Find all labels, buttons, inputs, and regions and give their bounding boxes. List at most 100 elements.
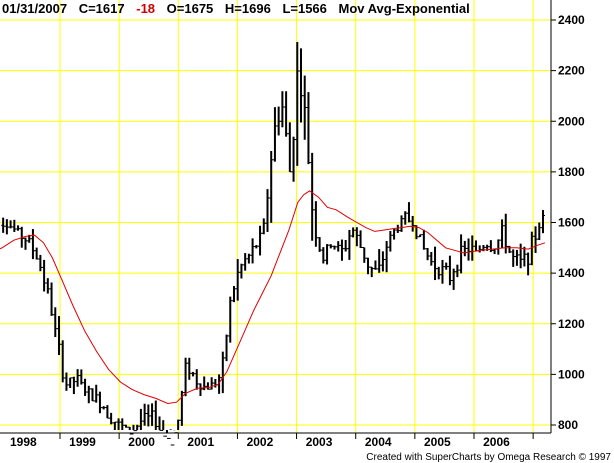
ohlc-bar: [116, 418, 121, 430]
ohlc-bar: [526, 252, 531, 276]
ohlc-bar: [403, 211, 408, 225]
y-tick-label: 1400: [558, 266, 585, 280]
ohlc-bar: [462, 240, 467, 257]
ohlc-bar: [284, 91, 289, 137]
ohlc-bar: [183, 357, 188, 397]
ohlc-bar: [269, 150, 274, 223]
ohlc-bar: [231, 285, 236, 303]
ohlc-bar: [276, 106, 281, 136]
y-tick-label: 1000: [558, 367, 585, 381]
ohlc-bar: [34, 247, 39, 260]
ohlc-bar: [399, 215, 404, 232]
ohlc-bar: [451, 268, 456, 290]
ohlc-bar: [90, 388, 95, 402]
ohlc-bar: [71, 376, 76, 395]
header-low: L=1566: [282, 1, 326, 16]
ohlc-bar: [310, 152, 315, 241]
ohlc-bar: [429, 251, 434, 266]
ohlc-bar: [541, 210, 545, 234]
ohlc-bar: [421, 229, 426, 250]
ohlc-bar: [336, 241, 341, 252]
ohlc-bar: [239, 263, 244, 279]
ohlc-bar: [354, 227, 359, 247]
header-line: 01/31/2007 C=1617 -18 O=1675 H=1696 L=15…: [2, 1, 470, 16]
ohlc-bar: [64, 372, 69, 391]
ohlc-bar: [362, 247, 367, 263]
ohlc-bar: [533, 226, 538, 253]
ohlc-bar: [518, 243, 523, 269]
ohlc-bar: [388, 231, 393, 252]
header-date: 01/31/2007: [2, 1, 67, 16]
ohlc-bar: [529, 231, 534, 266]
ohlc-bar: [488, 240, 493, 253]
ohlc-bar: [317, 237, 322, 252]
ohlc-bar: [366, 257, 371, 275]
ohlc-bar: [380, 251, 385, 272]
ohlc-bar: [94, 384, 99, 403]
y-tick-label: 2400: [558, 13, 585, 27]
x-tick-label: 2001: [187, 435, 214, 449]
ohlc-bar: [198, 383, 203, 396]
ohlc-bar: [298, 48, 303, 123]
x-tick-label: 1998: [10, 435, 37, 449]
ohlc-bar: [500, 219, 505, 249]
ohlc-bar: [235, 259, 240, 301]
ohlc-bar: [131, 424, 136, 435]
ohlc-bar: [436, 266, 441, 280]
ohlc-bar: [410, 215, 415, 232]
ohlc-bar: [8, 220, 13, 229]
ohlc-bar: [321, 247, 326, 264]
ohlc-bar: [392, 229, 397, 240]
ohlc-bar: [261, 218, 266, 235]
ohlc-bar: [135, 424, 140, 432]
y-tick-label: 2200: [558, 64, 585, 78]
ohlc-bar: [120, 418, 125, 430]
x-axis: 1998 1999 2000 2001 2002 2003 2004 2005 2006: [10, 433, 534, 449]
ohlc-bar: [503, 213, 508, 254]
ohlc-bar: [272, 107, 277, 162]
ohlc-bar: [287, 122, 292, 173]
ohlc-bar: [101, 406, 106, 410]
ohlc-bar: [23, 237, 28, 250]
ohlc-bar: [444, 262, 449, 270]
ohlc-bar: [68, 377, 73, 389]
ohlc-bar: [56, 316, 61, 356]
ohlc-bar: [351, 227, 356, 238]
chart-grid: [0, 0, 551, 433]
ohlc-bar: [250, 238, 255, 264]
ohlc-bar: [537, 222, 542, 240]
ohlc-bar: [291, 136, 296, 182]
ohlc-bar: [339, 239, 344, 261]
ohlc-bar: [466, 238, 471, 261]
ohlc-bar: [79, 369, 84, 385]
ohlc-bar: [124, 424, 129, 428]
ohlc-bar: [522, 246, 527, 267]
x-tick-label: 2002: [247, 435, 274, 449]
ohlc-bar: [161, 420, 166, 437]
x-tick-label: 2006: [483, 435, 510, 449]
ohlc-bar: [150, 403, 155, 426]
ohlc-bar: [328, 244, 333, 249]
ohlc-bar: [325, 244, 330, 265]
ohlc-bar: [30, 229, 35, 260]
ohlc-bar: [38, 254, 43, 272]
ohlc-bar: [16, 225, 21, 231]
ohlc-bar: [395, 224, 400, 233]
y-axis: 800 1000 1200 1400 1600 1800 2000 2200 2400: [551, 13, 585, 432]
ohlc-bar: [459, 234, 464, 274]
ohlc-bar: [418, 234, 423, 238]
ohlc-bar: [358, 230, 363, 249]
y-tick-label: 1800: [558, 165, 585, 179]
ohlc-bar: [511, 249, 516, 267]
y-tick-label: 800: [558, 418, 578, 432]
ohlc-bar: [83, 378, 88, 396]
header-high: H=1696: [225, 1, 271, 16]
ohlc-bar: [514, 249, 519, 266]
header-change: -18: [136, 1, 155, 16]
ohlc-bar: [425, 247, 430, 261]
ohlc-bar: [258, 225, 263, 256]
ohlc-bar: [332, 245, 337, 250]
ohlc-bar: [112, 421, 117, 430]
